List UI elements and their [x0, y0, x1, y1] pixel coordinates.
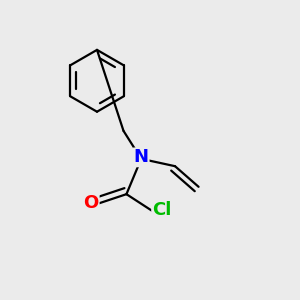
Text: O: O: [83, 194, 99, 212]
Text: Cl: Cl: [152, 201, 172, 219]
Text: N: N: [134, 148, 149, 166]
